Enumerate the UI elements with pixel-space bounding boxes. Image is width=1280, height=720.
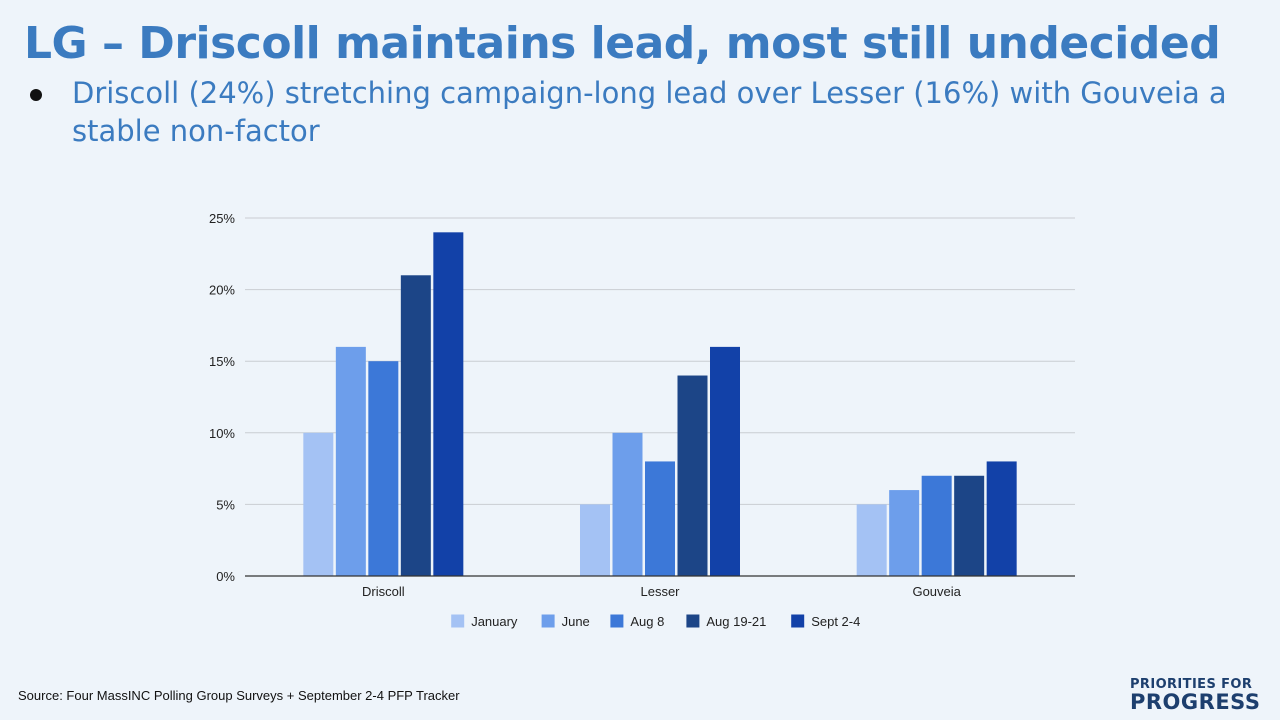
legend-swatch <box>686 614 700 628</box>
y-tick-label: 20% <box>209 283 235 298</box>
bar <box>986 461 1017 576</box>
bar <box>303 432 334 576</box>
legend-swatch <box>610 614 624 628</box>
logo-top: PRIORITIES FOR <box>1130 677 1253 692</box>
bar <box>710 346 740 576</box>
legend-swatch <box>541 614 555 628</box>
legend-swatch <box>791 614 805 628</box>
legend-label: Sept 2-4 <box>811 614 860 629</box>
x-tick-label: Driscoll <box>362 584 405 599</box>
logo: PRIORITIES FOR PROGRESS <box>1130 678 1260 713</box>
legend-label: January <box>471 614 518 629</box>
slide-title: LG – Driscoll maintains lead, most still… <box>24 18 1221 69</box>
bar <box>335 346 366 576</box>
bar <box>612 432 643 576</box>
x-tick-label: Gouveia <box>912 584 961 599</box>
legend-swatch <box>451 614 465 628</box>
y-tick-label: 5% <box>216 497 235 512</box>
bar <box>400 275 431 576</box>
legend-label: Aug 8 <box>630 614 664 629</box>
bar <box>954 475 985 576</box>
bar <box>433 232 464 576</box>
bar <box>677 375 708 576</box>
legend-label: June <box>562 614 590 629</box>
y-tick-label: 10% <box>209 426 235 441</box>
source-note: Source: Four MassINC Polling Group Surve… <box>18 688 460 703</box>
y-tick-label: 15% <box>209 354 235 369</box>
legend-label: Aug 19-21 <box>706 614 766 629</box>
bar <box>368 361 399 576</box>
y-tick-label: 25% <box>209 211 235 226</box>
bar <box>921 475 952 576</box>
bullet-row: Driscoll (24%) stretching campaign-long … <box>24 74 1244 150</box>
y-tick-label: 0% <box>216 569 235 584</box>
bar <box>856 504 887 576</box>
logo-bottom: PROGRESS <box>1130 690 1261 714</box>
x-tick-label: Lesser <box>640 584 680 599</box>
bullet-dot <box>30 89 42 101</box>
bullet-text: Driscoll (24%) stretching campaign-long … <box>72 76 1227 148</box>
bar <box>889 490 920 576</box>
bar <box>645 461 675 576</box>
bar <box>580 504 610 576</box>
